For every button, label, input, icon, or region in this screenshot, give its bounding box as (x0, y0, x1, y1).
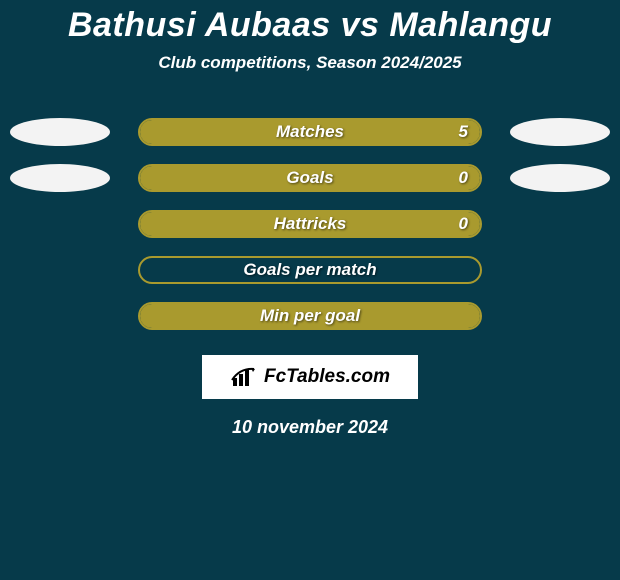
stat-row: Goals per match (0, 247, 620, 293)
logo-text: FcTables.com (264, 366, 390, 388)
left-disc (10, 118, 110, 146)
update-date: 10 november 2024 (0, 417, 620, 438)
right-disc (510, 118, 610, 146)
stat-row: Hattricks 0 (0, 201, 620, 247)
stat-bar: Hattricks 0 (138, 210, 482, 238)
stat-row: Goals 0 (0, 155, 620, 201)
right-disc (510, 164, 610, 192)
stat-value: 5 (459, 122, 468, 142)
comparison-title: Bathusi Aubaas vs Mahlangu (0, 0, 620, 45)
stat-label: Min per goal (260, 306, 360, 326)
stat-rows: Matches 5 Goals 0 Hattricks 0 Goals per match M… (0, 109, 620, 339)
stat-row: Matches 5 (0, 109, 620, 155)
stat-label: Goals (286, 168, 333, 188)
logo-box: FcTables.com (202, 355, 418, 399)
stat-row: Min per goal (0, 293, 620, 339)
stat-value: 0 (459, 214, 468, 234)
stat-label: Matches (276, 122, 344, 142)
stat-label: Goals per match (243, 260, 376, 280)
stat-bar: Min per goal (138, 302, 482, 330)
stat-bar: Matches 5 (138, 118, 482, 146)
stat-bar: Goals per match (138, 256, 482, 284)
left-disc (10, 164, 110, 192)
stat-value: 0 (459, 168, 468, 188)
stat-label: Hattricks (274, 214, 347, 234)
comparison-subtitle: Club competitions, Season 2024/2025 (0, 53, 620, 73)
bar-chart-icon (230, 366, 258, 388)
stat-bar: Goals 0 (138, 164, 482, 192)
